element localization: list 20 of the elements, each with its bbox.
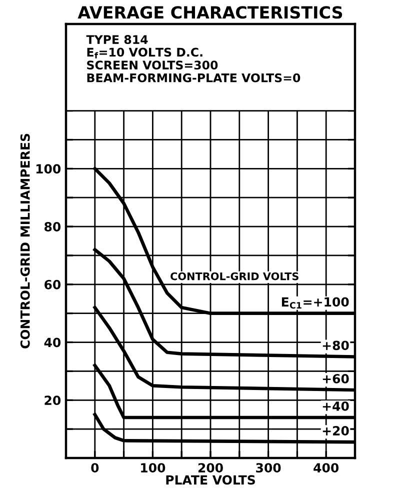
annotation: TYPE 814 E$_{f}$=10 VOLTS D.C. SCREEN VOLTS=300 BEAM-FORMING-PLATE VOLTS=0 [86,35,300,82]
legend-label: E$_{C1}$=+100 [282,297,349,309]
x-axis-title: PLATE VOLTS [166,475,255,485]
legend-label: +40 [322,401,349,411]
y-tick-label: 100 [36,164,61,174]
y-tick-label: 60 [44,280,61,290]
y-tick-label: 80 [44,222,61,232]
x-tick-label: 200 [198,463,223,473]
x-tick-label: 300 [256,463,281,473]
annotation: CONTROL-GRID VOLTS [170,272,298,280]
legend-label: +80 [322,340,349,350]
chart-title: AVERAGE CHARACTERISTICS [78,6,342,19]
y-tick-label: 40 [44,338,61,348]
y-axis-title: CONTROL-GRID MILLIAMPERES [20,134,30,348]
x-tick-label: 0 [91,463,99,473]
legend-label: +20 [322,426,349,436]
legend-label: +60 [322,374,349,384]
x-tick-label: 400 [314,463,339,473]
x-tick-label: 100 [141,463,166,473]
y-tick-label: 20 [44,396,61,406]
